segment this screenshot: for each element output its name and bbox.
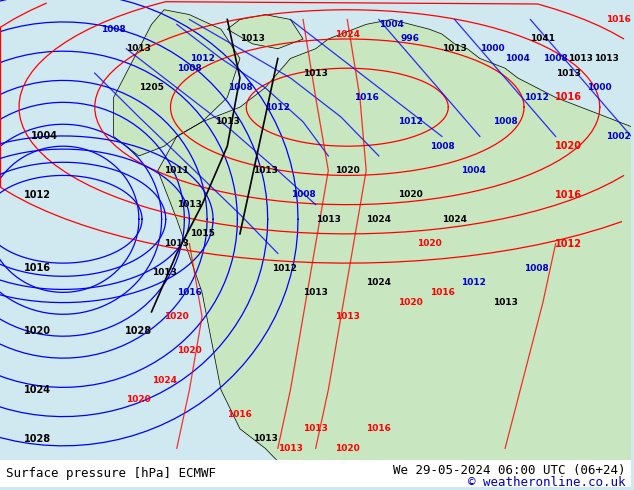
Text: 1012: 1012 — [398, 117, 423, 126]
Text: 1016: 1016 — [555, 190, 582, 200]
Text: 996: 996 — [401, 34, 420, 44]
Text: 1011: 1011 — [164, 166, 189, 175]
Text: 1028: 1028 — [24, 434, 51, 443]
Text: 1004: 1004 — [30, 131, 58, 142]
Text: 1012: 1012 — [24, 190, 51, 200]
Text: 1020: 1020 — [398, 297, 423, 307]
Text: 1008: 1008 — [101, 24, 126, 34]
Text: 1013: 1013 — [303, 69, 328, 77]
Text: 1028: 1028 — [126, 326, 152, 336]
Text: 1020: 1020 — [335, 166, 359, 175]
Text: 1008: 1008 — [228, 83, 252, 92]
Text: 1020: 1020 — [398, 191, 423, 199]
Text: 1004: 1004 — [505, 54, 530, 63]
Text: 1013: 1013 — [253, 166, 278, 175]
Polygon shape — [158, 20, 631, 468]
Text: 1013: 1013 — [556, 69, 581, 77]
Text: 1012: 1012 — [461, 278, 486, 287]
Text: 1008: 1008 — [177, 64, 202, 73]
Text: 1024: 1024 — [335, 29, 359, 39]
Text: 1041: 1041 — [531, 34, 555, 44]
Text: 1020: 1020 — [164, 312, 189, 321]
Text: 1013: 1013 — [126, 44, 152, 53]
Text: 1008: 1008 — [430, 142, 455, 151]
Text: 1002: 1002 — [606, 132, 631, 141]
Text: 1013: 1013 — [177, 200, 202, 209]
Text: 1020: 1020 — [127, 395, 152, 404]
Text: 1012: 1012 — [190, 54, 214, 63]
Text: 1024: 1024 — [366, 278, 391, 287]
Text: 1205: 1205 — [139, 83, 164, 92]
Text: 1020: 1020 — [335, 444, 359, 453]
Text: 1012: 1012 — [272, 264, 297, 272]
Text: 1016: 1016 — [354, 93, 378, 102]
Text: 1013: 1013 — [278, 444, 303, 453]
Text: 1013: 1013 — [442, 44, 467, 53]
Text: 1024: 1024 — [366, 215, 391, 224]
Text: 1013: 1013 — [253, 434, 278, 443]
Text: 1008: 1008 — [493, 117, 517, 126]
Bar — [0, 461, 631, 487]
Text: 1013: 1013 — [164, 239, 189, 248]
Text: 1016: 1016 — [24, 263, 51, 273]
Text: 1020: 1020 — [555, 141, 582, 151]
Text: 1012: 1012 — [555, 239, 582, 248]
Text: 1013: 1013 — [335, 312, 359, 321]
Text: 1016: 1016 — [430, 288, 455, 297]
Text: Surface pressure [hPa] ECMWF: Surface pressure [hPa] ECMWF — [6, 467, 216, 480]
Text: We 29-05-2024 06:00 UTC (06+24): We 29-05-2024 06:00 UTC (06+24) — [392, 464, 625, 477]
Text: 1020: 1020 — [24, 326, 51, 336]
Text: 1008: 1008 — [524, 264, 549, 272]
Text: 1013: 1013 — [303, 424, 328, 433]
Text: 1013: 1013 — [493, 297, 517, 307]
Text: 1008: 1008 — [291, 191, 316, 199]
Text: 1024: 1024 — [442, 215, 467, 224]
Text: 1013: 1013 — [240, 34, 265, 44]
Text: 1013: 1013 — [215, 117, 240, 126]
Text: 1016: 1016 — [555, 93, 582, 102]
Text: 1004: 1004 — [461, 166, 486, 175]
Text: 1000: 1000 — [588, 83, 612, 92]
Text: 1016: 1016 — [366, 424, 391, 433]
Text: 1008: 1008 — [543, 54, 568, 63]
Text: 1020: 1020 — [177, 346, 202, 355]
Text: 1000: 1000 — [480, 44, 505, 53]
Text: 1024: 1024 — [24, 385, 51, 395]
Text: 1024: 1024 — [152, 375, 177, 385]
Text: 1013: 1013 — [569, 54, 593, 63]
Text: 1012: 1012 — [524, 93, 549, 102]
Text: 1016: 1016 — [228, 410, 252, 418]
Polygon shape — [113, 10, 240, 156]
Text: 1020: 1020 — [417, 239, 442, 248]
Text: 1012: 1012 — [266, 103, 290, 112]
Polygon shape — [228, 15, 303, 49]
Text: 1016: 1016 — [177, 288, 202, 297]
Text: 1016: 1016 — [606, 15, 631, 24]
Text: 1004: 1004 — [379, 20, 404, 29]
Text: 1013: 1013 — [316, 215, 340, 224]
Text: © weatheronline.co.uk: © weatheronline.co.uk — [468, 476, 625, 489]
Text: 1013: 1013 — [152, 269, 177, 277]
Text: 1013: 1013 — [593, 54, 619, 63]
Text: 1013: 1013 — [303, 288, 328, 297]
Text: 1015: 1015 — [190, 229, 214, 239]
